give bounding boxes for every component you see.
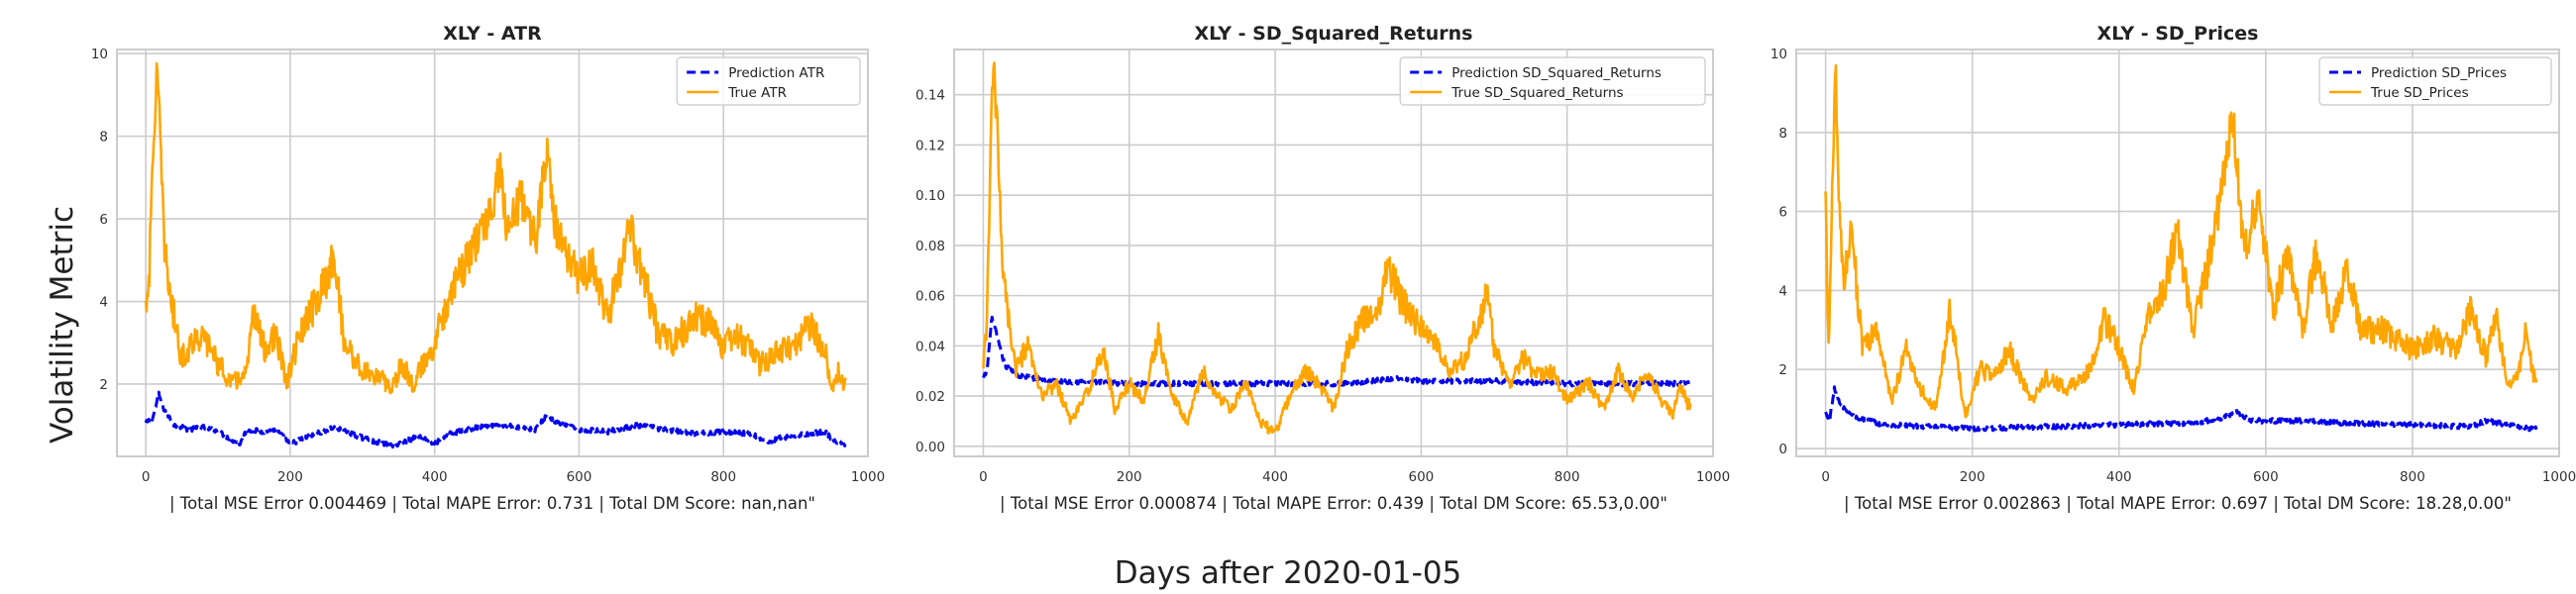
y-tick-label: 4: [1778, 283, 1787, 299]
plot-area: [954, 50, 1713, 456]
x-tick-label: 0: [142, 469, 151, 485]
plot-frame: [116, 49, 869, 457]
legend-box: [2318, 56, 2552, 106]
x-tick-label: 1000: [1696, 469, 1730, 485]
legend-box: [1399, 56, 1706, 106]
chart-panel-sd-squared-returns: 0 200 400 600 800 1000 0.00 0.02 0.04 0.06 0.08 0.1…: [915, 23, 1730, 513]
legend-box: [676, 56, 861, 106]
x-tick-label: 600: [567, 469, 592, 485]
x-tick-label: 200: [1117, 469, 1142, 485]
x-tick-label: 400: [1262, 469, 1288, 485]
x-tick-label: 0: [1821, 469, 1830, 485]
legend-label: True SD_Squared_Returns: [1450, 85, 1623, 101]
prediction-series-line: [144, 390, 847, 449]
y-tick-label: 2: [99, 377, 108, 393]
x-axis-label: Days after 2020-01-05: [1115, 555, 1462, 591]
y-tick-label: 0.08: [915, 239, 945, 254]
legend: Prediction SD_Squared_Returns True SD_Squ…: [1399, 56, 1706, 106]
chart-title: XLY - SD_Squared_Returns: [1195, 23, 1473, 45]
y-tick-label: 0.00: [915, 440, 945, 455]
x-tick-label: 800: [2400, 469, 2425, 485]
y-tick-label: 8: [1778, 126, 1787, 142]
y-tick-label: 6: [1778, 205, 1787, 221]
y-tick-label: 0: [1778, 442, 1787, 457]
plot-frame: [953, 49, 1714, 457]
plot-area: [1796, 50, 2559, 456]
x-tick-label: 600: [2253, 469, 2279, 485]
y-tick-label: 10: [1771, 47, 1787, 62]
legend: Prediction SD_Prices True SD_Prices: [2318, 56, 2552, 106]
y-tick-label: 0.14: [915, 88, 945, 104]
plot-frame: [1795, 49, 2560, 457]
y-tick-label: 10: [91, 47, 108, 62]
y-tick-label: 0.04: [915, 339, 945, 354]
legend-label: Prediction SD_Prices: [2371, 65, 2507, 81]
x-tick-label: 1000: [851, 469, 885, 485]
y-tick-label: 2: [1778, 362, 1787, 378]
y-tick-label: 0.12: [915, 138, 945, 153]
chart-panel-sd-prices: 0 200 400 600 800 1000 0 2 4 6 8 10 XLY - SD_Prices |…: [1771, 23, 2576, 513]
y-tick-label: 0.02: [915, 389, 945, 405]
x-tick-label: 800: [710, 469, 736, 485]
legend-label: True ATR: [727, 85, 787, 101]
legend: Prediction ATR True ATR: [676, 56, 861, 106]
true-series-line: [982, 61, 1692, 435]
legend-label: Prediction ATR: [728, 65, 824, 81]
chart-caption: | Total MSE Error 0.004469 | Total MAPE …: [169, 494, 815, 513]
y-tick-label: 0.10: [915, 188, 945, 204]
x-tick-label: 0: [979, 469, 988, 485]
y-tick-label: 4: [99, 295, 108, 311]
plot-area: [117, 50, 868, 456]
x-tick-label: 200: [1960, 469, 1986, 485]
y-tick-label: 6: [99, 212, 108, 228]
x-tick-label: 400: [422, 469, 448, 485]
x-tick-label: 400: [2106, 469, 2132, 485]
y-axis-label: Volatility Metric: [45, 206, 80, 444]
chart-title: XLY - ATR: [443, 23, 542, 45]
chart-caption: | Total MSE Error 0.002863 | Total MAPE …: [1844, 494, 2512, 513]
legend-label: Prediction SD_Squared_Returns: [1451, 65, 1662, 81]
prediction-series-line: [982, 315, 1692, 388]
x-tick-label: 600: [1408, 469, 1434, 485]
chart-title: XLY - SD_Prices: [2097, 23, 2259, 45]
y-tick-label: 0.06: [915, 289, 945, 305]
true-series-line: [1824, 63, 2538, 419]
legend-label: True SD_Prices: [2370, 85, 2469, 101]
prediction-series-line: [1824, 385, 2538, 433]
y-tick-label: 8: [99, 130, 108, 146]
x-tick-label: 800: [1555, 469, 1580, 485]
chart-panel-atr: 0 200 400 600 800 1000 2 4 6 8 10 XLY - ATR | Total …: [91, 23, 885, 513]
true-series-line: [144, 61, 847, 395]
x-tick-label: 200: [277, 469, 303, 485]
x-tick-label: 1000: [2542, 469, 2576, 485]
chart-caption: | Total MSE Error 0.000874 | Total MAPE …: [1000, 494, 1667, 513]
